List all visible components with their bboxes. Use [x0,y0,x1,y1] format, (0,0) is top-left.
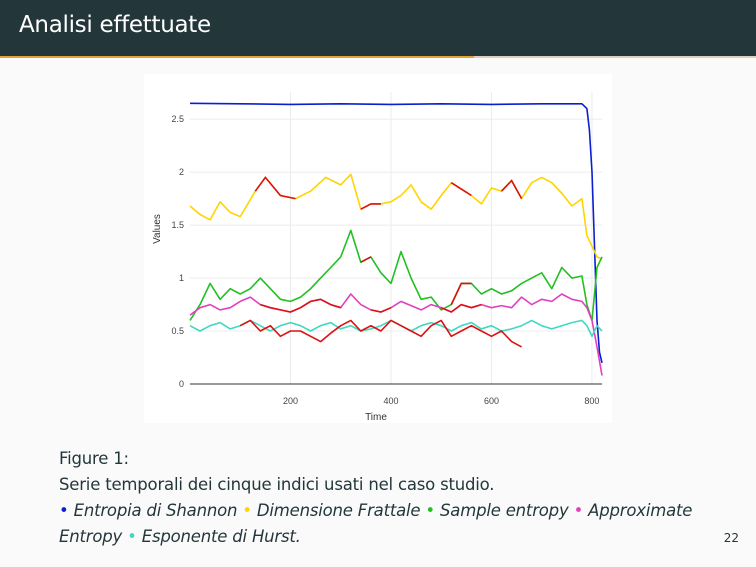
series-highlight-1-3 [500,179,523,199]
y-axis-title: Values [152,214,163,244]
series-highlight-1-1 [360,203,381,210]
y-tick-label: 1 [179,273,184,283]
caption-legend: • Entropia di Shannon • Dimensione Fratt… [59,501,692,546]
figure-label: Figure 1: [59,449,129,468]
title-progress-rule [0,56,756,58]
series-line-5 [239,319,522,348]
slide-title-bar: Analisi effettuate [0,0,756,56]
x-tick-label: 400 [383,396,398,406]
series-highlight-1-2 [450,182,472,197]
series-highlight-2-1 [450,282,472,305]
legend-bullet-icon: • [573,501,584,520]
line-chart: 0 0.5 1 1.5 2 2.5 200 400 600 800 Time Values [152,92,603,423]
x-tick-label: 800 [584,396,599,406]
series-highlight-3-2 [440,303,482,313]
y-tick-label: 0 [179,379,184,389]
legend-label: Esponente di Hurst. [136,527,301,546]
legend-label: Approximate Entropy [59,501,693,546]
x-axis-title: Time [365,412,387,423]
page-number: 22 [723,531,739,545]
legend-label: Dimensione Frattale [251,501,421,520]
title-progress-fill [0,56,474,58]
y-tick-label: 0.5 [171,326,184,336]
y-tick-label: 1.5 [171,220,184,230]
figure-caption: Figure 1: Serie temporali dei cinque ind… [59,446,709,550]
series-highlight-2-0 [360,256,372,263]
legend-bullet-icon: • [242,501,252,520]
series-highlight-3-0 [260,298,341,313]
series-highlight-1-0 [254,176,296,200]
legend-label: Sample entropy [434,501,569,520]
x-tick-label: 200 [283,396,298,406]
legend-label: Entropia di Shannon [68,501,238,520]
chart-figure: 0 0.5 1 1.5 2 2.5 200 400 600 800 Time Values [144,74,612,423]
legend-bullet-icon: • [127,527,137,546]
series-line-1 [189,173,603,260]
legend-bullet-icon: • [425,501,435,520]
series-line-2 [189,229,603,322]
y-tick-label: 2.5 [171,114,184,124]
series-line-3 [189,293,603,376]
slide-title: Analisi effettuate [19,12,211,38]
legend-bullet-icon: • [59,501,69,520]
x-tick-label: 600 [484,396,499,406]
series-highlight-3-1 [370,306,392,313]
caption-description: Serie temporali dei cinque indici usati … [59,475,495,494]
y-tick-label: 2 [179,167,184,177]
